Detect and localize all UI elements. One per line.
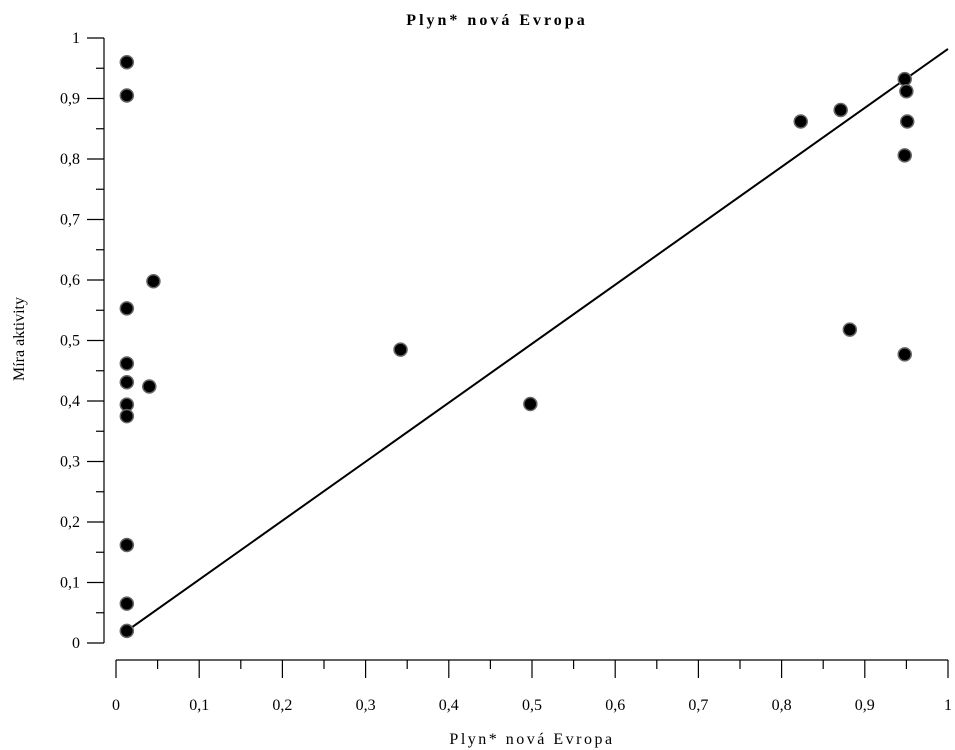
y-tick-label: 0,5 (60, 333, 80, 350)
trend-line-group (126, 48, 949, 632)
x-axis-label: Plyn* nová Evropa (449, 731, 614, 748)
x-tick-label: 0,3 (356, 697, 376, 714)
data-point (119, 54, 135, 70)
y-tick-label: 0,3 (60, 454, 80, 471)
data-point (523, 396, 538, 412)
x-tick-label: 0,1 (189, 697, 209, 714)
x-tick-label: 0,8 (772, 697, 792, 714)
x-tick-label: 0,4 (439, 697, 459, 714)
y-tick-label: 0,6 (60, 272, 80, 289)
x-axis: 0 0,1 0,2 0,3 0,4 0,5 0,6 0,7 0,8 0,9 1 (112, 659, 952, 714)
data-point (393, 342, 408, 357)
y-axis-label: Míra aktivity (11, 297, 28, 381)
data-point (119, 596, 135, 611)
y-tick-label: 0 (72, 635, 80, 652)
x-tick-label: 0,5 (522, 697, 542, 714)
data-point (897, 71, 912, 87)
trend-line (126, 48, 949, 632)
y-tick-label: 0,1 (60, 575, 80, 592)
x-tick-label: 0 (112, 697, 120, 714)
data-point (119, 537, 135, 553)
x-tick-label: 0,2 (272, 697, 292, 714)
data-point (833, 102, 848, 118)
data-point (897, 347, 912, 362)
y-axis: 0 0,1 0,2 0,3 0,4 0,5 0,6 0,7 0,8 0,9 1 (60, 30, 105, 652)
x-tick-label: 0,9 (855, 697, 875, 714)
data-point (119, 374, 135, 390)
y-tick-label: 0,7 (60, 212, 80, 229)
data-point (899, 114, 915, 129)
data-point (897, 148, 912, 163)
chart-title: Plyn* nová Evropa (406, 12, 587, 29)
data-point (793, 114, 808, 129)
data-point (899, 83, 914, 99)
x-tick-label: 1 (944, 697, 952, 714)
y-tick-label: 0,2 (60, 514, 80, 531)
x-tick-label: 0,6 (605, 697, 625, 714)
data-point (119, 623, 135, 639)
y-tick-label: 0,8 (60, 151, 80, 168)
data-points (119, 54, 915, 639)
data-point (119, 301, 135, 316)
y-tick-label: 0,4 (60, 393, 80, 410)
data-point (842, 322, 858, 337)
data-point (119, 356, 135, 371)
data-point (146, 273, 161, 289)
x-tick-label: 0,7 (688, 697, 708, 714)
data-point (142, 379, 157, 394)
data-point (119, 408, 135, 424)
y-tick-label: 1 (72, 30, 80, 47)
data-point (119, 88, 135, 103)
y-tick-label: 0,9 (60, 91, 80, 108)
